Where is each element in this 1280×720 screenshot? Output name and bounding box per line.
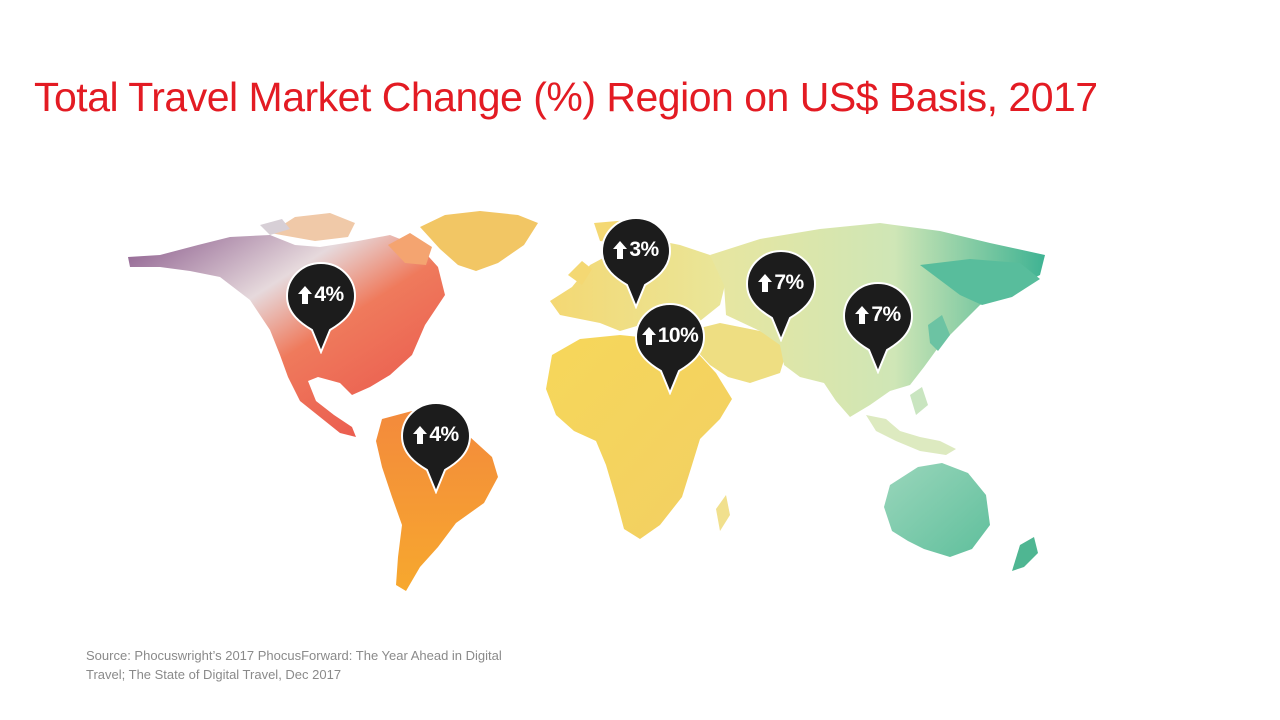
marker-value: 4% xyxy=(314,283,344,306)
source-line-1: Source: Phocuswright’s 2017 PhocusForwar… xyxy=(86,648,502,663)
arrow-up-icon xyxy=(758,274,773,292)
marker-value: 4% xyxy=(429,423,459,446)
marker-middle-east[interactable]: 10% xyxy=(635,303,705,395)
continent-oceania xyxy=(884,463,1038,571)
arrow-up-icon xyxy=(298,286,313,304)
marker-value: 10% xyxy=(657,324,699,347)
continent-south-america xyxy=(376,411,498,591)
arrow-up-icon xyxy=(641,327,656,345)
map-pin-icon xyxy=(746,250,816,342)
source-note: Source: Phocuswright’s 2017 PhocusForwar… xyxy=(86,646,606,684)
continent-north-america xyxy=(128,213,445,437)
map-pin-icon xyxy=(601,217,671,309)
arrow-up-icon xyxy=(855,306,870,324)
arrow-up-icon xyxy=(413,426,428,444)
map-pin-icon xyxy=(635,303,705,395)
world-map xyxy=(120,205,1060,605)
map-pin-icon xyxy=(401,402,471,494)
source-line-2: Travel; The State of Digital Travel, Dec… xyxy=(86,667,342,682)
slide-title: Total Travel Market Change (%) Region on… xyxy=(34,74,1098,120)
map-pin-icon xyxy=(843,282,913,374)
map-pin-icon xyxy=(286,262,356,354)
continent-africa xyxy=(546,335,732,539)
marker-north-america[interactable]: 4% xyxy=(286,262,356,354)
continent-greenland xyxy=(420,211,538,271)
marker-asia[interactable]: 7% xyxy=(746,250,816,342)
arrow-up-icon xyxy=(613,241,628,259)
marker-value: 3% xyxy=(629,238,659,261)
marker-value: 7% xyxy=(774,271,804,294)
continent-middle-east xyxy=(680,323,788,383)
marker-europe[interactable]: 3% xyxy=(601,217,671,309)
marker-east-asia[interactable]: 7% xyxy=(843,282,913,374)
marker-latin-america[interactable]: 4% xyxy=(401,402,471,494)
marker-value: 7% xyxy=(871,303,901,326)
